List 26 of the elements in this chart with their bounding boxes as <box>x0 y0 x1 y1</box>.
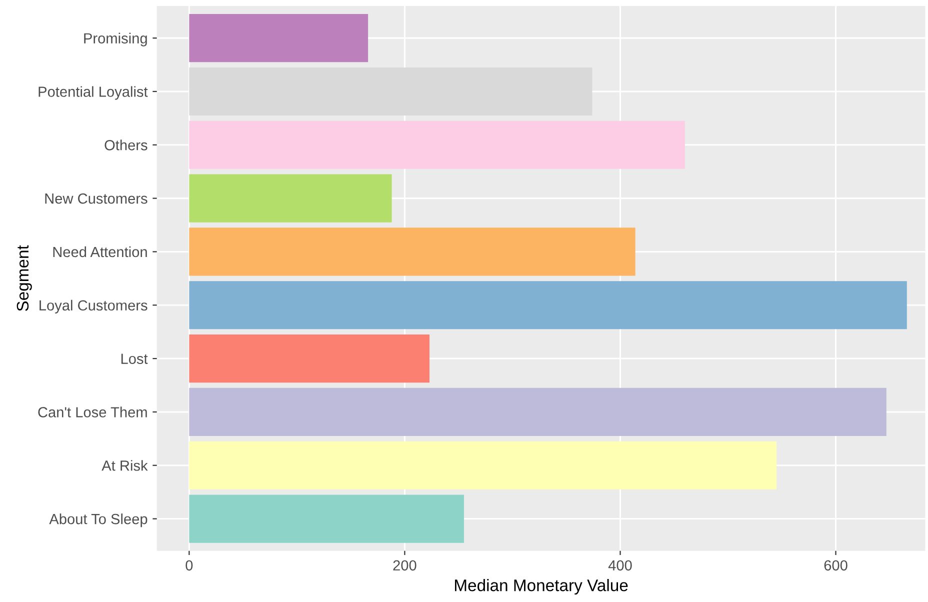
bar <box>189 388 886 436</box>
y-tick-label: Lost <box>121 354 148 364</box>
bar <box>189 67 592 116</box>
y-tick-label: Can't Lose Them <box>38 406 147 418</box>
y-tick-label: Others <box>104 140 148 150</box>
bar <box>189 174 392 222</box>
bar <box>189 120 685 169</box>
y-tick-label: New Customers <box>45 193 148 204</box>
y-tick-label: Promising <box>84 32 147 46</box>
bar <box>189 14 368 62</box>
bar <box>189 441 776 490</box>
y-tick-label: About To Sleep <box>49 514 148 528</box>
y-tick-label: Potential Loyalist <box>38 86 148 100</box>
x-axis-title: Median Monetary Value <box>455 579 628 595</box>
x-tick-label: 400 <box>608 560 632 571</box>
bar <box>189 228 636 276</box>
y-tick-label: Need Attention <box>53 246 147 258</box>
x-tick-label: 0 <box>186 560 193 571</box>
bar <box>189 334 430 383</box>
y-tick-label: Loyal Customers <box>40 300 148 314</box>
y-tick-label: At Risk <box>102 460 148 471</box>
x-tick-label: 600 <box>824 560 848 571</box>
bar <box>189 494 464 543</box>
y-axis-title: Segment <box>16 245 32 312</box>
bar <box>189 281 907 330</box>
x-tick-label: 200 <box>393 560 416 571</box>
